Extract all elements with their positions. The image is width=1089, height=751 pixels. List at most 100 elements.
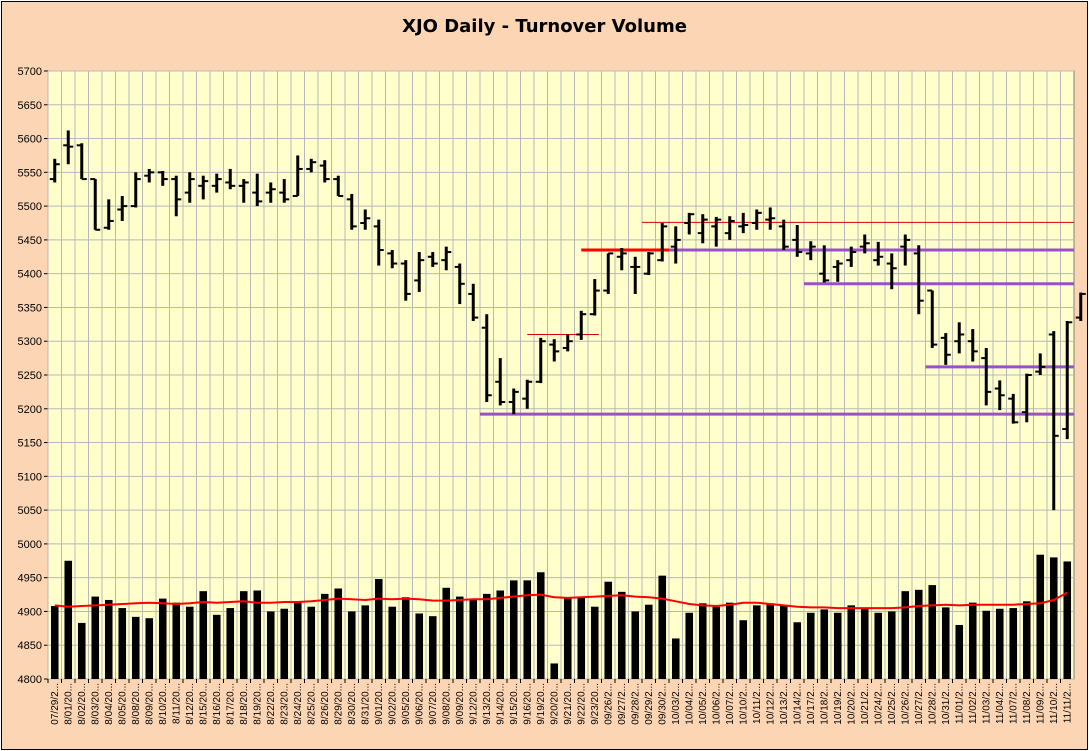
volume-bar — [955, 624, 964, 679]
x-tick-label: 11/01/2... — [954, 683, 965, 724]
volume-bar — [226, 608, 235, 679]
x-tick-label: 09/30/2... — [657, 683, 668, 725]
x-tick-label: 10/05/2... — [698, 683, 709, 725]
x-tick-label: 11/10/2... — [1049, 683, 1060, 724]
x-tick-label: 09/27/2... — [617, 683, 628, 725]
volume-bar — [64, 560, 73, 679]
volume-bar — [1022, 601, 1031, 679]
y-tick-label: 5200 — [18, 404, 42, 416]
x-tick-label: 11/11/2... — [1062, 683, 1073, 723]
x-tick-label: 09/26/2... — [603, 683, 614, 725]
volume-bar — [239, 591, 248, 679]
volume-bar — [158, 598, 167, 679]
x-tick-label: 8/26/20... — [320, 683, 331, 725]
volume-bar — [698, 603, 707, 679]
volume-bar — [631, 611, 640, 679]
x-tick-label: 8/15/20... — [198, 683, 209, 725]
volume-bar — [725, 602, 734, 679]
volume-bar — [320, 593, 329, 679]
volume-bar — [928, 585, 937, 679]
volume-bar — [847, 605, 856, 679]
y-tick-label: 4850 — [18, 640, 42, 652]
x-tick-label: 11/03/2... — [981, 683, 992, 724]
x-tick-label: 9/02/20... — [387, 683, 398, 725]
x-tick-label: 10/24/2... — [873, 683, 884, 725]
volume-bar — [415, 613, 424, 679]
volume-bar — [887, 611, 896, 679]
volume-bar — [577, 597, 586, 679]
volume-bar — [833, 612, 842, 679]
volume-bar — [509, 580, 518, 679]
chart-title: XJO Daily - Turnover Volume — [402, 16, 687, 37]
x-tick-label: 8/16/20... — [212, 683, 223, 725]
volume-bar — [361, 605, 370, 679]
volume-bar — [401, 597, 410, 679]
x-tick-label: 9/23/20... — [590, 683, 601, 725]
volume-bar — [496, 590, 505, 679]
volume-bar — [280, 608, 289, 679]
x-tick-label: 8/22/20... — [266, 683, 277, 725]
x-tick-label: 8/04/20... — [104, 683, 115, 725]
x-tick-label: 9/22/20... — [576, 683, 587, 725]
y-tick-label: 5250 — [18, 370, 42, 382]
x-tick-label: 8/09/20... — [144, 683, 155, 725]
x-tick-label: 8/25/20... — [306, 683, 317, 725]
x-tick-label: 8/29/20... — [333, 683, 344, 725]
volume-bar — [793, 622, 802, 679]
x-tick-label: 9/15/20... — [509, 683, 520, 725]
volume-bar — [185, 606, 194, 679]
y-tick-label: 4950 — [18, 573, 42, 585]
x-tick-label: 10/14/2... — [792, 683, 803, 725]
x-tick-label: 10/26/2... — [900, 683, 911, 725]
x-tick-label: 10/27/2... — [914, 683, 925, 725]
y-tick-label: 4900 — [18, 606, 42, 618]
x-tick-label: 8/11/20... — [171, 683, 182, 724]
volume-bar — [253, 590, 262, 679]
x-tick-label: 9/21/20... — [563, 683, 574, 725]
x-tick-label: 9/07/20... — [428, 683, 439, 725]
x-tick-label: 9/14/20... — [495, 683, 506, 725]
volume-bar — [604, 581, 613, 679]
y-tick-label: 5700 — [18, 66, 42, 78]
volume-bar — [644, 604, 653, 679]
volume-bar — [766, 603, 775, 679]
x-tick-label: 8/24/20... — [293, 683, 304, 725]
x-tick-label: 10/12/2... — [765, 683, 776, 725]
x-tick-label: 11/07/2... — [1008, 683, 1019, 724]
volume-bar — [860, 608, 869, 679]
x-tick-label: 11/02/2... — [968, 683, 979, 724]
x-tick-label: 9/09/20... — [455, 683, 466, 725]
x-tick-label: 10/31/2... — [941, 683, 952, 725]
volume-bar — [658, 575, 667, 679]
y-tick-label: 5650 — [18, 100, 42, 112]
x-tick-label: 10/10/2... — [738, 683, 749, 725]
volume-bar — [145, 618, 154, 679]
x-tick-label: 8/19/20... — [252, 683, 263, 725]
x-tick-label: 07/29/2... — [50, 683, 61, 725]
y-tick-label: 5000 — [18, 539, 42, 551]
x-tick-label: 9/16/20... — [522, 683, 533, 725]
x-tick-label: 8/18/20... — [239, 683, 250, 725]
volume-bar — [307, 606, 316, 679]
volume-bar — [901, 591, 910, 679]
volume-bar — [1036, 554, 1045, 679]
volume-bar — [347, 611, 356, 679]
x-tick-label: 10/06/2... — [711, 683, 722, 725]
x-tick-label: 11/09/2... — [1035, 683, 1046, 724]
x-tick-label: 8/01/20... — [63, 683, 74, 725]
x-tick-label: 10/18/2... — [819, 683, 830, 725]
volume-bar — [968, 602, 977, 679]
x-tick-label: 10/28/2... — [927, 683, 938, 725]
volume-bar — [671, 638, 680, 679]
volume-bar — [590, 606, 599, 679]
volume-bar — [428, 616, 437, 679]
x-tick-label: 09/28/2... — [630, 683, 641, 725]
y-tick-label: 5300 — [18, 336, 42, 348]
x-tick-label: 10/11/2... — [752, 683, 763, 724]
volume-bar — [550, 663, 559, 679]
volume-bar — [685, 612, 694, 679]
volume-bar — [293, 601, 302, 679]
volume-bar — [820, 609, 829, 679]
volume-bar — [77, 622, 86, 679]
x-tick-label: 9/01/20... — [374, 683, 385, 725]
